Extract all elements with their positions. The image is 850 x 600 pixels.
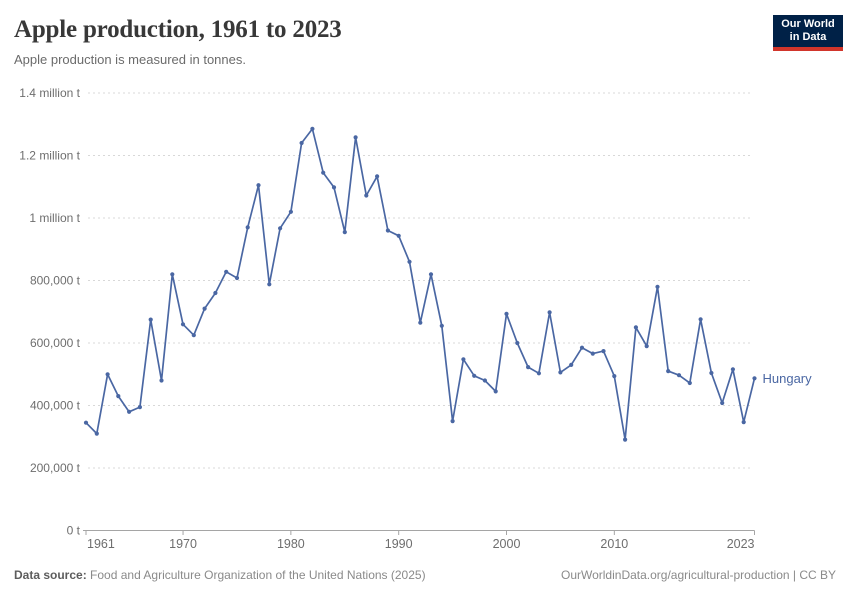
- data-point[interactable]: [278, 226, 283, 231]
- owid-logo: Our World in Data: [773, 15, 843, 51]
- data-point[interactable]: [407, 259, 412, 264]
- data-point[interactable]: [623, 437, 628, 442]
- data-point[interactable]: [558, 370, 563, 375]
- chart-subtitle: Apple production is measured in tonnes.: [14, 52, 246, 67]
- data-point[interactable]: [633, 325, 639, 330]
- y-axis-tick-label: 1 million t: [29, 211, 80, 225]
- data-point[interactable]: [137, 405, 142, 410]
- data-point[interactable]: [148, 317, 153, 322]
- data-point[interactable]: [515, 340, 520, 346]
- data-point[interactable]: [601, 349, 606, 354]
- y-axis-tick-label: 1.4 million t: [19, 86, 80, 100]
- y-axis-tick-label: 800,000 t: [30, 274, 81, 288]
- x-axis-tick-label: 1980: [277, 537, 305, 551]
- data-point[interactable]: [676, 373, 682, 378]
- data-point[interactable]: [353, 135, 358, 140]
- data-point[interactable]: [159, 378, 164, 383]
- data-point[interactable]: [612, 374, 617, 379]
- data-point[interactable]: [590, 351, 595, 356]
- data-point[interactable]: [579, 345, 585, 350]
- data-source: Data source: Food and Agriculture Organi…: [14, 568, 426, 582]
- data-point[interactable]: [493, 389, 498, 394]
- data-point[interactable]: [418, 320, 423, 325]
- data-point[interactable]: [461, 357, 466, 362]
- data-point[interactable]: [170, 272, 175, 277]
- data-point[interactable]: [741, 420, 746, 425]
- x-axis-tick-label: 2010: [600, 537, 628, 551]
- data-point[interactable]: [310, 126, 315, 131]
- data-point[interactable]: [331, 185, 337, 190]
- data-point[interactable]: [666, 369, 671, 374]
- data-point[interactable]: [267, 282, 272, 287]
- data-point[interactable]: [644, 344, 649, 349]
- data-point[interactable]: [482, 378, 487, 383]
- data-source-label: Data source:: [14, 568, 87, 582]
- data-point[interactable]: [730, 367, 736, 372]
- owid-logo-line1: Our World: [781, 18, 835, 30]
- data-point[interactable]: [526, 365, 531, 370]
- x-axis-tick-label: 2000: [493, 537, 521, 551]
- data-point[interactable]: [288, 209, 293, 214]
- data-point[interactable]: [213, 290, 218, 296]
- data-point[interactable]: [321, 170, 326, 175]
- data-source-text: Food and Agriculture Organization of the…: [86, 568, 426, 582]
- series-label-hungary[interactable]: Hungary: [763, 371, 813, 386]
- data-point[interactable]: [439, 323, 444, 328]
- data-point[interactable]: [105, 372, 110, 377]
- data-point[interactable]: [127, 409, 132, 414]
- data-point[interactable]: [569, 362, 574, 367]
- data-point[interactable]: [83, 420, 89, 425]
- data-point[interactable]: [342, 230, 347, 235]
- data-point[interactable]: [450, 419, 455, 424]
- data-point[interactable]: [687, 380, 692, 386]
- data-point[interactable]: [180, 322, 186, 327]
- x-axis-tick-label: 2023: [727, 537, 755, 551]
- data-point[interactable]: [116, 394, 121, 399]
- data-point[interactable]: [202, 306, 207, 311]
- chart-footer: Data source: Food and Agriculture Organi…: [14, 568, 836, 582]
- data-point[interactable]: [428, 272, 434, 277]
- data-point[interactable]: [245, 225, 250, 230]
- data-point[interactable]: [224, 269, 229, 274]
- data-point[interactable]: [720, 400, 725, 406]
- x-axis-tick-label: 1961: [87, 537, 115, 551]
- data-point[interactable]: [504, 311, 509, 316]
- x-axis-tick-label: 1970: [169, 537, 197, 551]
- data-point[interactable]: [396, 233, 401, 238]
- y-axis-tick-label: 0 t: [67, 524, 81, 538]
- page-title: Apple production, 1961 to 2023: [14, 16, 342, 43]
- data-point[interactable]: [752, 376, 757, 381]
- data-point[interactable]: [698, 317, 703, 322]
- data-point[interactable]: [709, 370, 714, 376]
- data-point[interactable]: [655, 284, 660, 289]
- data-point[interactable]: [234, 275, 240, 281]
- data-point[interactable]: [375, 174, 380, 179]
- data-point[interactable]: [299, 140, 304, 146]
- data-point[interactable]: [472, 373, 477, 378]
- data-point[interactable]: [536, 371, 542, 376]
- data-point[interactable]: [94, 431, 99, 436]
- y-axis-tick-label: 1.2 million t: [19, 149, 80, 163]
- series-line: [85, 128, 756, 441]
- y-axis-tick-label: 400,000 t: [30, 399, 81, 413]
- y-axis-tick-label: 600,000 t: [30, 336, 81, 350]
- x-axis-tick-label: 1990: [385, 537, 413, 551]
- data-point[interactable]: [364, 193, 369, 198]
- data-point[interactable]: [256, 183, 261, 188]
- citation-link[interactable]: OurWorldinData.org/agricultural-producti…: [560, 568, 836, 582]
- y-axis-tick-label: 200,000 t: [30, 461, 81, 475]
- data-point[interactable]: [547, 310, 552, 315]
- data-point[interactable]: [385, 228, 390, 233]
- owid-logo-line2: in Data: [789, 31, 827, 43]
- data-point[interactable]: [191, 333, 196, 338]
